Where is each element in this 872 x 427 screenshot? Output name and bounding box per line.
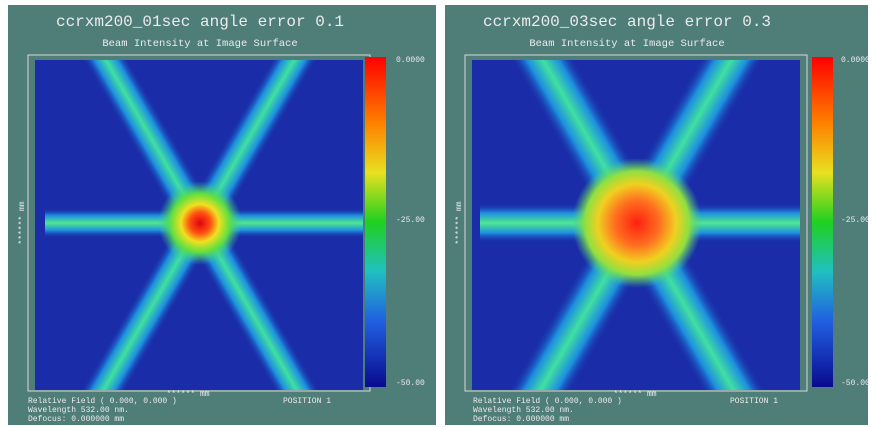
defocus: Defocus: 0.000000 mm [473,415,569,424]
panel: ccrxm200_03sec angle error 0.3 Beam Inte… [445,5,870,427]
title: ccrxm200_03sec angle error 0.3 [483,13,771,31]
subtitle: Beam Intensity at Image Surface [102,38,297,50]
colorbar-label: 0.0000 [396,56,425,65]
field: Relative Field ( 0.000, 0.000 ) [28,397,177,406]
field: Relative Field ( 0.000, 0.000 ) [473,397,622,406]
heatmap [35,16,363,427]
heatmap [472,12,800,427]
panel: ccrxm200_01sec angle error 0.1 Beam Inte… [8,5,436,427]
colorbar-label: -50.00 [841,379,870,388]
colorbar-label: -25.00 [841,216,870,225]
defocus: Defocus: 0.000000 mm [28,415,124,424]
colorbar-label: -25.00 [396,216,425,225]
position: POSITION 1 [730,397,778,406]
position: POSITION 1 [283,397,331,406]
screenshot: ccrxm200_01sec angle error 0.1 Beam Inte… [0,0,872,427]
colorbar-label: 0.0000 [841,56,870,65]
wavelength: Wavelength 532.00 nm. [28,406,129,415]
colorbar [365,57,386,387]
subtitle: Beam Intensity at Image Surface [529,38,724,50]
y-axis-label: ****** mm [18,201,27,244]
colorbar [812,57,833,387]
y-axis-label: ****** mm [455,201,464,244]
title: ccrxm200_01sec angle error 0.1 [56,13,344,31]
colorbar-label: -50.00 [396,379,425,388]
wavelength: Wavelength 532.00 nm. [473,406,574,415]
page: {"panels":[ {"title":"ccrxm200_01sec ang… [0,0,872,427]
